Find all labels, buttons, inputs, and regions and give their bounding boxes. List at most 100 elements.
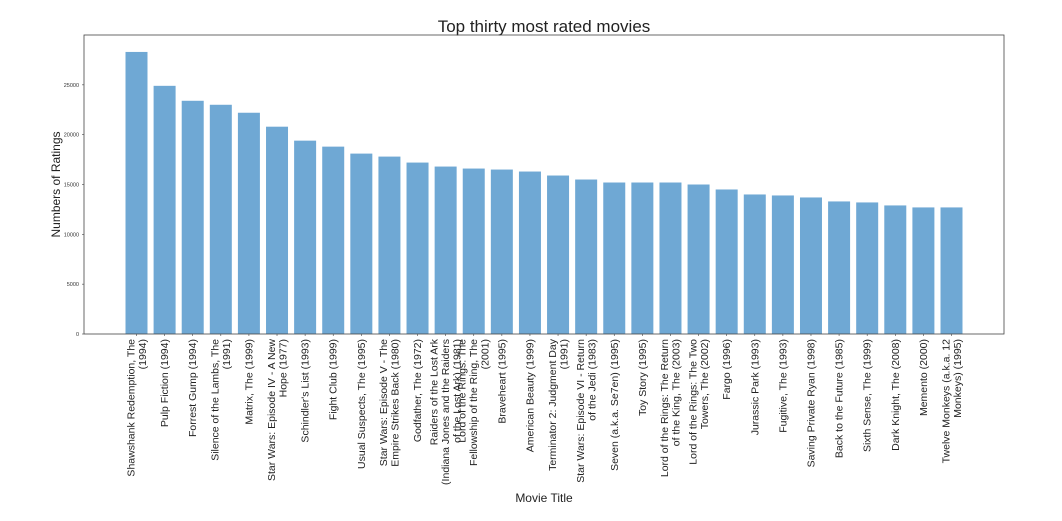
x-tick-label-line: Fugitive, The (1993) (777, 339, 789, 433)
bar-24 (771, 195, 794, 334)
x-tick-label: Star Wars: Episode VI - Return of the Jed… (575, 339, 599, 483)
x-tick-label-line: Matrix, The (1999) (243, 339, 255, 425)
x-tick-label: Toy Story (1995) (637, 339, 649, 416)
x-tick-label-line: of the Jedi (1983) (586, 339, 598, 421)
x-tick-label-line: Forrest Gump (1994) (187, 339, 199, 437)
bar-21 (687, 184, 710, 334)
bar-5 (237, 112, 260, 335)
x-tick-label: Saving Private Ryan (1998) (805, 339, 817, 467)
x-tick-label-line: Hope (1977) (277, 339, 289, 397)
x-tick-label-line: Empire Strikes Back (1980) (390, 339, 402, 467)
x-tick-label-line: Schindler's List (1993) (300, 339, 312, 443)
x-tick-label-line: Terminator 2: Judgment Day (547, 338, 559, 471)
x-tick-label-line: Silence of the Lambs, The (210, 339, 222, 461)
x-tick-label: Silence of the Lambs, The (1991) (210, 339, 234, 461)
bar-27 (856, 202, 879, 334)
x-tick-label: Lord of the Rings: The Fellowship of the … (457, 339, 492, 466)
bar-30 (940, 207, 963, 334)
x-tick-label: Jurassic Park (1993) (749, 339, 761, 435)
chart-title: Top thirty most rated movies (438, 17, 651, 36)
y-tick-label: 20000 (64, 133, 79, 139)
x-tick-label-line: Fargo (1996) (721, 339, 733, 400)
x-tick-label-line: of the King, The (2003) (671, 339, 683, 446)
x-tick-label-line: Towers, The (2002) (699, 339, 711, 429)
bar-4 (209, 104, 232, 335)
x-tick-label-line: Fellowship of the Ring, The (468, 339, 480, 466)
bar-10 (378, 156, 401, 334)
x-tick-label: Dark Knight, The (2008) (890, 339, 902, 451)
x-tick-label: Lord of the Rings: The Return of the King… (659, 339, 683, 477)
x-tick-label: Memento (2000) (918, 339, 930, 416)
y-axis-ticks: 0 5000 10000 15000 20000 25000 (64, 83, 84, 338)
x-tick-label-line: of the Lost Ark) (1981) (452, 339, 464, 443)
x-tick-label-line: Toy Story (1995) (637, 339, 649, 416)
x-tick-label-line: Sixth Sense, The (1999) (862, 339, 874, 452)
x-axis-label: Movie Title (515, 491, 573, 505)
x-tick-label: Twelve Monkeys (a.k.a. 12 Monkeys) (1995) (940, 339, 964, 463)
x-tick-label: Lord of the Rings: The Two Towers, The (2… (687, 339, 711, 465)
x-tick-label: Back to the Future (1985) (834, 339, 846, 458)
bar-19 (631, 182, 654, 334)
x-tick-label: Schindler's List (1993) (300, 339, 312, 443)
x-tick-label-line: Dark Knight, The (2008) (890, 339, 902, 451)
bar-8 (322, 146, 345, 334)
x-tick-label-line: American Beauty (1999) (524, 339, 536, 452)
x-tick-label: Fight Club (1999) (328, 339, 340, 420)
x-tick-label: Star Wars: Episode V - The Empire Strikes… (378, 339, 402, 467)
bar-12 (434, 166, 457, 334)
x-tick-label: Forrest Gump (1994) (187, 339, 199, 437)
x-tick-label: American Beauty (1999) (524, 339, 536, 452)
x-tick-label-line: Monkeys) (1995) (952, 339, 964, 418)
x-tick-label: Matrix, The (1999) (243, 339, 255, 425)
bars-group (125, 51, 963, 335)
bar-13 (462, 168, 485, 334)
y-tick-label: 25000 (64, 83, 79, 89)
x-tick-label-line: Twelve Monkeys (a.k.a. 12 (940, 339, 952, 463)
bar-28 (884, 205, 907, 334)
x-tick-label: Godfather, The (1972) (412, 339, 424, 442)
bar-3 (181, 100, 204, 334)
y-tick-label: 15000 (64, 183, 79, 189)
x-tick-label-line: Saving Private Ryan (1998) (805, 339, 817, 467)
bar-9 (350, 153, 373, 334)
x-tick-label-line: (1994) (137, 339, 149, 369)
x-tick-label: Seven (a.k.a. Se7en) (1995) (609, 339, 621, 471)
bar-29 (912, 207, 935, 334)
bar-25 (799, 197, 822, 334)
x-tick-label: Fargo (1996) (721, 339, 733, 400)
bar-16 (547, 175, 570, 334)
y-tick-label: 10000 (64, 232, 79, 238)
y-axis-label: Numbers of Ratings (49, 131, 63, 237)
y-tick-label: 5000 (67, 282, 79, 288)
x-tick-label-line: Braveheart (1995) (496, 339, 508, 424)
x-tick-label-line: Lord of the Rings: The Return (659, 339, 671, 477)
bar-14 (490, 169, 513, 334)
x-tick-label-line: Memento (2000) (918, 339, 930, 416)
x-tick-label-line: Star Wars: Episode V - The (378, 339, 390, 466)
x-tick-label: Sixth Sense, The (1999) (862, 339, 874, 452)
x-tick-label: Braveheart (1995) (496, 339, 508, 424)
bar-18 (603, 182, 626, 334)
x-tick-label-line: Raiders of the Lost Ark (429, 338, 441, 445)
x-tick-label: Usual Suspects, The (1995) (356, 339, 368, 469)
x-tick-label: Terminator 2: Judgment Day (1991) (547, 338, 571, 471)
x-tick-label-line: Fight Club (1999) (328, 339, 340, 420)
x-tick-label: Raiders of the Lost Ark (Indiana Jones an… (429, 338, 464, 485)
x-tick-label-line: (1991) (221, 339, 233, 369)
x-tick-label-line: Star Wars: Episode VI - Return (575, 339, 587, 483)
x-tick-label: Pulp Fiction (1994) (159, 339, 171, 427)
plot-frame (83, 34, 1005, 335)
bar-17 (575, 179, 598, 334)
x-tick-label-line: Godfather, The (1972) (412, 339, 424, 442)
bar-20 (659, 182, 682, 334)
bar-22 (715, 189, 738, 334)
x-tick-label-line: Star Wars: Episode IV - A New (266, 339, 278, 481)
bar-26 (828, 201, 851, 334)
x-tick-label-line: (Indiana Jones and the Raiders (440, 339, 452, 485)
x-axis-ticks: Shawshank Redemption, The (1994) Pulp Fict… (125, 334, 964, 485)
bar-11 (406, 162, 429, 334)
bar-1 (125, 51, 148, 334)
y-tick-label: 0 (76, 332, 79, 338)
x-tick-label-line: (1991) (558, 339, 570, 369)
